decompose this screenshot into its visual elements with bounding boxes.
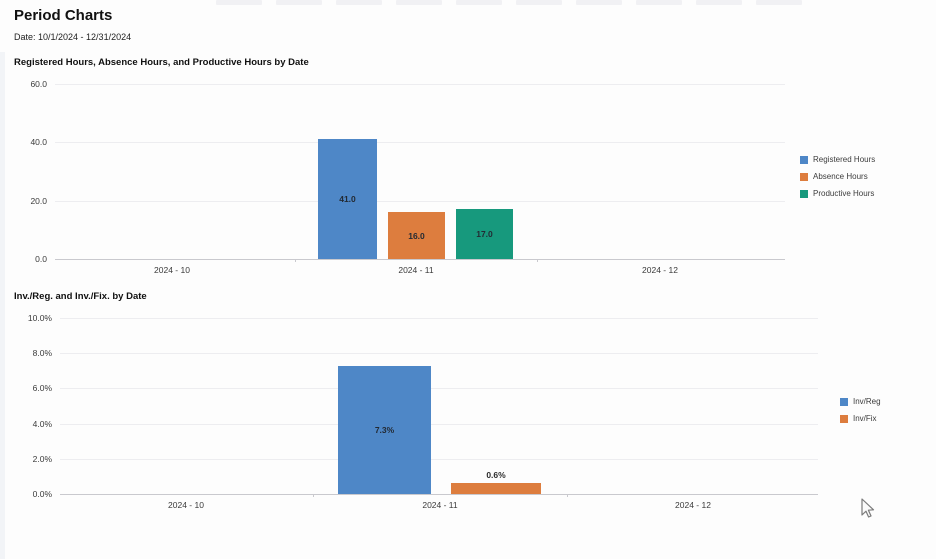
- chart1-xtick-2024-11: 2024 - 11: [398, 265, 434, 275]
- chart1-bar-productive-hours[interactable]: 17.0: [456, 209, 513, 259]
- legend-item-inv-reg[interactable]: Inv/Reg: [840, 397, 881, 406]
- chart2-ytick-4: 4.0%: [32, 419, 52, 429]
- bar-value-label: 0.6%: [486, 470, 506, 481]
- chart1-gridline-40: [55, 142, 785, 143]
- legend-swatch-absence: [800, 172, 808, 181]
- chart2-ytick-6: 6.0%: [32, 383, 52, 393]
- date-range-label: Date: 10/1/2024 - 12/31/2024: [14, 32, 132, 42]
- top-edge-artifacts: [216, 0, 936, 5]
- chart2-ytick-10: 10.0%: [27, 313, 52, 323]
- chart1-ytick-0: 0.0: [35, 254, 47, 264]
- chart1-axis-tick: [537, 259, 538, 262]
- bar-value-label: 17.0: [476, 229, 493, 240]
- legend-label: Inv/Reg: [853, 397, 881, 406]
- mouse-cursor-icon: [857, 496, 875, 525]
- chart1-gridline-20: [55, 201, 785, 202]
- chart1-legend: Registered Hours Absence Hours Productiv…: [800, 155, 875, 198]
- legend-item-registered-hours[interactable]: Registered Hours: [800, 155, 875, 164]
- chart2-bar-inv-fix[interactable]: 0.6%: [451, 470, 541, 494]
- bar-value-label: 16.0: [408, 230, 425, 241]
- chart1-xtick-2024-12: 2024 - 12: [642, 265, 678, 275]
- chart2-axis-tick: [313, 494, 314, 497]
- left-edge-artifact: [0, 52, 5, 559]
- legend-label: Productive Hours: [813, 189, 875, 198]
- legend-item-inv-fix[interactable]: Inv/Fix: [840, 414, 881, 423]
- bar-value-label: 41.0: [339, 194, 356, 205]
- page-title: Period Charts: [14, 7, 113, 24]
- legend-swatch-inv-fix: [840, 414, 848, 423]
- chart2-bar-inv-reg[interactable]: 7.3%: [338, 365, 431, 494]
- chart2-ytick-0: 0.0%: [32, 489, 52, 499]
- chart1-axis-tick: [295, 259, 296, 262]
- chart1-bar-registered-hours[interactable]: 41.0: [318, 139, 377, 259]
- chart2-title: Inv./Reg. and Inv./Fix. by Date: [14, 291, 147, 302]
- legend-label: Registered Hours: [813, 155, 876, 164]
- chart1-ytick-40: 40.0: [30, 137, 47, 147]
- legend-item-absence-hours[interactable]: Absence Hours: [800, 172, 875, 181]
- chart2-xtick-2024-12: 2024 - 12: [675, 500, 711, 510]
- chart1-title: Registered Hours, Absence Hours, and Pro…: [14, 57, 309, 68]
- chart1-ytick-60: 60.0: [30, 79, 47, 89]
- chart2-gridline-2: [60, 459, 818, 460]
- chart1-bar-absence-hours[interactable]: 16.0: [388, 212, 445, 259]
- chart2-legend: Inv/Reg Inv/Fix: [840, 397, 881, 423]
- chart2-xtick-2024-10: 2024 - 10: [168, 500, 204, 510]
- chart2-ytick-8: 8.0%: [32, 348, 52, 358]
- chart2-ytick-2: 2.0%: [32, 454, 52, 464]
- legend-swatch-registered: [800, 155, 808, 164]
- legend-swatch-inv-reg: [840, 397, 848, 406]
- chart2-axis-tick: [567, 494, 568, 497]
- chart2-gridline-8: [60, 353, 818, 354]
- legend-item-productive-hours[interactable]: Productive Hours: [800, 189, 875, 198]
- chart2-xtick-2024-11: 2024 - 11: [422, 500, 458, 510]
- chart2-gridline-4: [60, 424, 818, 425]
- legend-label: Absence Hours: [813, 172, 868, 181]
- legend-label: Inv/Fix: [853, 414, 877, 423]
- legend-swatch-productive: [800, 189, 808, 198]
- chart1-ytick-20: 20.0: [30, 196, 47, 206]
- chart2-plot-area: 7.3% 0.6%: [60, 318, 818, 497]
- chart2-gridline-10: [60, 318, 818, 319]
- chart1-gridline-60: [55, 84, 785, 85]
- bar-value-label: 7.3%: [374, 424, 395, 435]
- chart1-plot-area: 41.0 16.0 17.0: [55, 84, 785, 262]
- chart2-gridline-6: [60, 388, 818, 389]
- chart1-xtick-2024-10: 2024 - 10: [154, 265, 190, 275]
